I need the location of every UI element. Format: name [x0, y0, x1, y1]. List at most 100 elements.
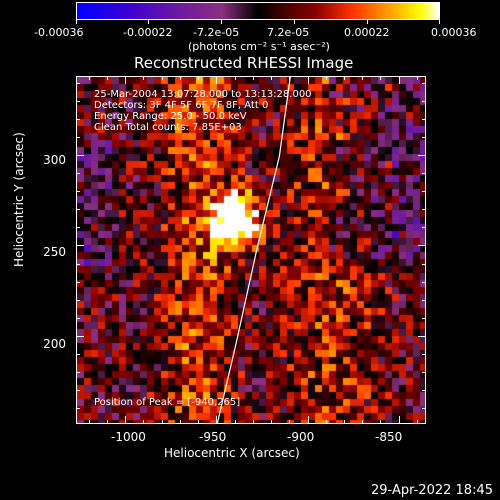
- y-minor-tick: [76, 299, 80, 301]
- x-minor-tick: [325, 76, 327, 80]
- y-minor-tick: [422, 353, 426, 355]
- y-minor-tick: [76, 317, 80, 319]
- colorbar-label: -7.2e-05: [193, 26, 240, 39]
- x-minor-tick: [416, 420, 418, 424]
- x-major-tick: [216, 76, 218, 84]
- info-line: Clean Total counts: 7.85E+03: [94, 122, 242, 133]
- colorbar-label: -0.00036: [34, 26, 84, 39]
- x-minor-tick: [161, 420, 163, 424]
- x-minor-tick: [234, 76, 236, 80]
- y-tick-label: 300: [43, 153, 66, 167]
- limb-overlay: [216, 77, 291, 423]
- x-axis-ticks-bottom: [76, 416, 426, 424]
- x-minor-tick: [143, 76, 145, 80]
- x-major-tick: [125, 416, 127, 424]
- x-major-tick: [125, 76, 127, 84]
- y-axis-ticks-right: [418, 76, 426, 424]
- y-minor-tick: [422, 389, 426, 391]
- x-minor-tick: [106, 420, 108, 424]
- y-minor-tick: [422, 101, 426, 103]
- y-minor-tick: [76, 263, 80, 265]
- x-minor-tick: [380, 76, 382, 80]
- x-major-tick: [398, 416, 400, 424]
- x-major-tick: [307, 76, 309, 84]
- colorbar-label: 0.00022: [344, 26, 390, 39]
- y-minor-tick: [422, 281, 426, 283]
- x-minor-tick: [252, 76, 254, 80]
- y-minor-tick: [76, 83, 80, 85]
- datestamp: 29-Apr-2022 18:45: [371, 483, 493, 498]
- y-minor-tick: [76, 353, 80, 355]
- x-axis-ticks-top: [76, 76, 426, 84]
- colorbar-tick: [439, 20, 440, 24]
- y-minor-tick: [422, 137, 426, 139]
- y-major-tick: [418, 245, 426, 247]
- x-minor-tick: [198, 420, 200, 424]
- y-minor-tick: [76, 119, 80, 121]
- colorbar-tick: [367, 20, 368, 24]
- colorbar-label: 7.2e-05: [267, 26, 310, 39]
- y-minor-tick: [422, 371, 426, 373]
- colorbar-tick: [76, 20, 77, 24]
- plot-title: Reconstructed RHESSI Image: [134, 54, 354, 72]
- y-minor-tick: [422, 317, 426, 319]
- y-major-tick: [76, 335, 84, 337]
- y-minor-tick: [422, 263, 426, 265]
- y-minor-tick: [76, 209, 80, 211]
- y-minor-tick: [422, 173, 426, 175]
- y-minor-tick: [422, 407, 426, 409]
- y-minor-tick: [76, 281, 80, 283]
- y-tick-label: 200: [43, 337, 66, 351]
- y-minor-tick: [76, 173, 80, 175]
- x-axis-label: Heliocentric X (arcsec): [164, 446, 300, 460]
- y-axis-label: Heliocentric Y (arcsec): [12, 132, 26, 267]
- x-minor-tick: [252, 420, 254, 424]
- x-minor-tick: [88, 420, 90, 424]
- colorbar-tick: [148, 20, 149, 24]
- solar-limb-curve: [216, 77, 291, 423]
- heatmap: [77, 77, 425, 423]
- x-minor-tick: [198, 76, 200, 80]
- x-minor-tick: [416, 76, 418, 80]
- info-line: Detectors: 3F 4F 5F 6F 7F 8F, Att 0: [94, 100, 269, 111]
- x-minor-tick: [289, 420, 291, 424]
- colorbar-tick: [294, 20, 295, 24]
- y-minor-tick: [422, 83, 426, 85]
- y-minor-tick: [422, 299, 426, 301]
- x-minor-tick: [161, 76, 163, 80]
- x-minor-tick: [179, 420, 181, 424]
- y-tick-label: 250: [43, 245, 66, 259]
- x-minor-tick: [271, 420, 273, 424]
- info-line: Energy Range: 25.0 - 50.0 keV: [94, 111, 247, 122]
- y-major-tick: [76, 155, 84, 157]
- x-minor-tick: [325, 420, 327, 424]
- colorbar-tick: [221, 20, 222, 24]
- y-major-tick: [418, 335, 426, 337]
- x-minor-tick: [234, 420, 236, 424]
- x-tick-label: -900: [287, 430, 315, 444]
- x-minor-tick: [380, 420, 382, 424]
- x-minor-tick: [143, 420, 145, 424]
- y-major-tick: [76, 245, 84, 247]
- y-minor-tick: [422, 191, 426, 193]
- colorbar-unit: (photons cm⁻² s⁻¹ asec⁻²): [188, 40, 330, 53]
- x-minor-tick: [343, 76, 345, 80]
- y-minor-tick: [76, 371, 80, 373]
- y-minor-tick: [422, 209, 426, 211]
- y-minor-tick: [76, 407, 80, 409]
- x-major-tick: [307, 416, 309, 424]
- x-tick-label: -1000: [111, 430, 146, 444]
- x-minor-tick: [88, 76, 90, 80]
- plot-frame: [76, 76, 426, 424]
- y-minor-tick: [422, 227, 426, 229]
- y-major-tick: [418, 155, 426, 157]
- x-major-tick: [398, 76, 400, 84]
- y-minor-tick: [76, 389, 80, 391]
- y-minor-tick: [76, 227, 80, 229]
- peak-position-label: Position of Peak = [-940,265]: [94, 397, 241, 408]
- x-minor-tick: [179, 76, 181, 80]
- x-major-tick: [216, 416, 218, 424]
- colorbar-label: 0.00036: [431, 26, 477, 39]
- x-minor-tick: [106, 76, 108, 80]
